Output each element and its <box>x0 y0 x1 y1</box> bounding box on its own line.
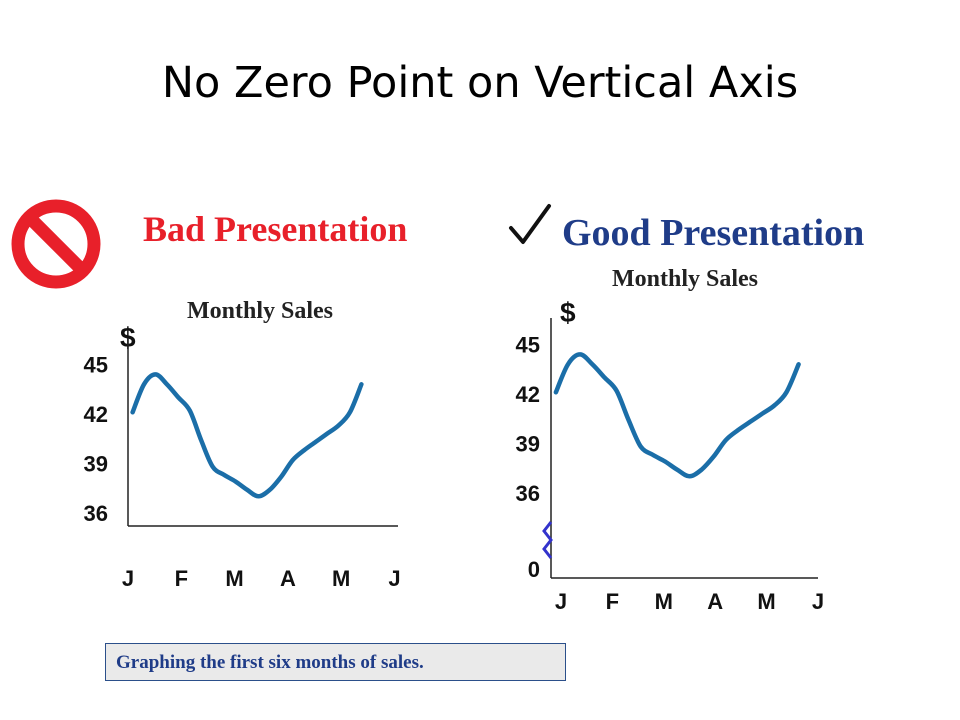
data-point <box>348 410 352 414</box>
x-tick-label: M <box>655 589 673 614</box>
data-point <box>131 410 135 414</box>
x-tick-label: M <box>225 566 243 591</box>
data-point <box>590 362 594 366</box>
data-point <box>566 362 570 366</box>
y-tick-label: 42 <box>516 382 540 407</box>
data-point <box>325 432 329 436</box>
caption-box <box>105 643 566 681</box>
y-tick-label: 39 <box>516 431 540 456</box>
sales-line <box>553 352 801 479</box>
data-point <box>627 418 631 422</box>
y-tick-label: 45 <box>516 332 540 357</box>
x-tick-label: J <box>388 566 400 591</box>
y-tick-label: 45 <box>84 352 108 377</box>
data-point <box>337 424 340 427</box>
data-point <box>772 404 776 407</box>
y-tick-label: 36 <box>84 501 108 526</box>
data-point <box>651 453 655 457</box>
data-point <box>359 382 363 386</box>
data-point <box>268 488 272 492</box>
data-point <box>712 455 716 459</box>
data-point <box>736 428 740 432</box>
data-point <box>256 494 260 498</box>
slide-title: No Zero Point on Vertical Axis <box>161 58 799 108</box>
data-point <box>245 488 249 492</box>
x-tick-label: J <box>555 589 567 614</box>
data-point <box>724 438 728 442</box>
bad-chart: 45 42 39 36 J F M A M J <box>84 338 401 591</box>
y-tick-label: 0 <box>528 557 540 582</box>
data-point <box>663 460 667 463</box>
data-point <box>142 382 146 386</box>
no-sign-icon <box>11 199 101 289</box>
data-point <box>639 445 643 449</box>
data-point <box>291 458 295 462</box>
data-point <box>176 395 180 399</box>
x-tick-label: M <box>332 566 350 591</box>
y-tick-label: 42 <box>84 402 108 427</box>
data-point <box>199 438 203 442</box>
data-point <box>784 390 788 394</box>
data-point <box>602 375 606 379</box>
data-point <box>302 448 306 452</box>
data-point <box>234 480 237 483</box>
data-point <box>760 412 764 416</box>
x-tick-label: J <box>122 566 134 591</box>
x-tick-label: M <box>757 589 775 614</box>
left-chart-title: Monthly Sales <box>187 298 334 324</box>
data-point <box>797 362 801 366</box>
x-tick-label: F <box>606 589 619 614</box>
right-y-axis-label: $ <box>560 297 576 328</box>
sales-line <box>130 372 364 499</box>
data-point <box>578 352 582 356</box>
data-point <box>279 475 283 479</box>
y-tick-label: 36 <box>516 481 540 506</box>
left-y-axis-label: $ <box>120 322 136 353</box>
data-point <box>211 465 215 469</box>
data-point <box>154 372 157 376</box>
data-point <box>554 390 558 394</box>
caption-text: Graphing the first six months of sales. <box>116 652 424 673</box>
data-point <box>748 420 752 424</box>
data-point <box>314 440 318 444</box>
bad-presentation-label: Bad Presentation <box>143 209 408 249</box>
x-tick-label: F <box>175 566 188 591</box>
data-point <box>675 468 679 472</box>
x-tick-label: J <box>812 589 824 614</box>
y-tick-label: 39 <box>84 451 108 476</box>
axis-break-icon <box>542 521 553 559</box>
data-point <box>615 389 618 393</box>
data-point <box>188 409 192 413</box>
data-point <box>165 382 169 386</box>
data-point <box>700 468 703 472</box>
right-chart-title: Monthly Sales <box>612 266 759 292</box>
x-tick-label: A <box>707 589 723 614</box>
data-point <box>687 474 691 478</box>
good-presentation-label: Good Presentation <box>562 212 865 254</box>
data-point <box>222 473 226 477</box>
x-tick-label: A <box>280 566 296 591</box>
check-icon <box>509 204 551 244</box>
